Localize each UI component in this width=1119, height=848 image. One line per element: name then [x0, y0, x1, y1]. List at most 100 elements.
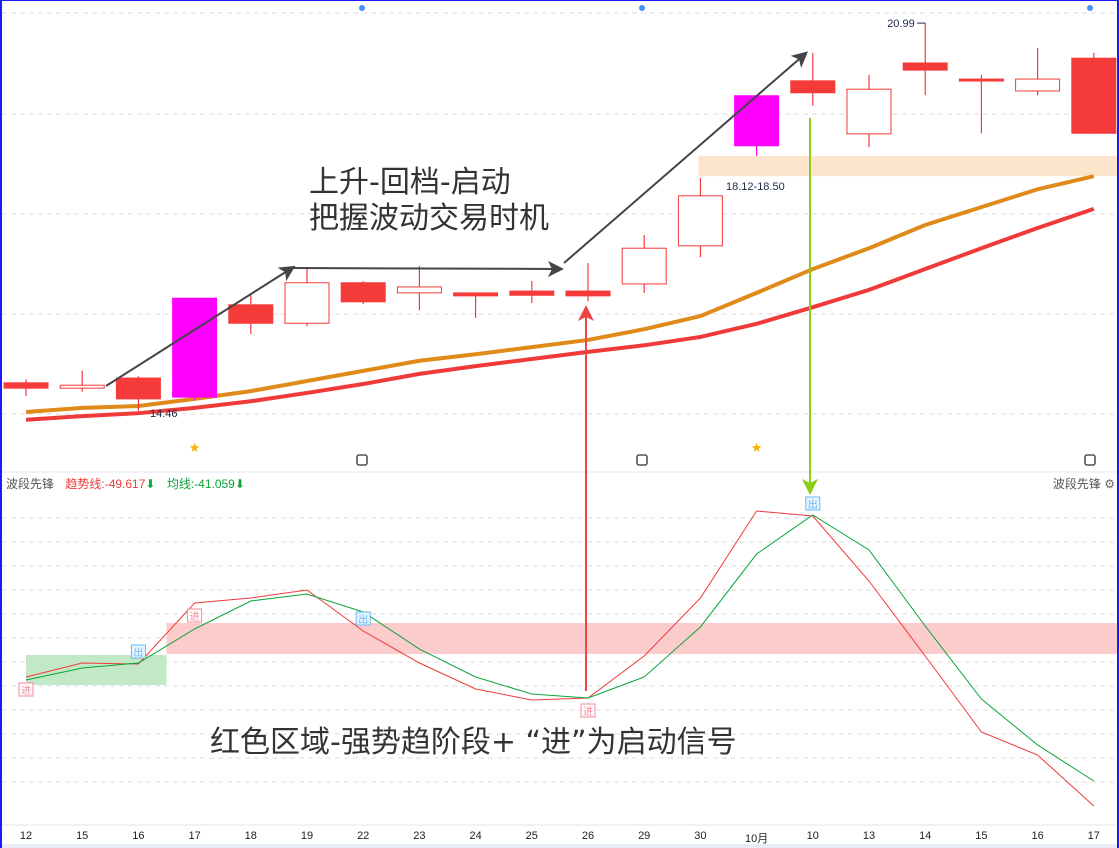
candle [1015, 48, 1061, 96]
x-tick-label: 12 [19, 830, 33, 842]
x-tick-label: 16 [132, 830, 145, 842]
candle-body [565, 290, 611, 297]
candle-body [284, 282, 330, 324]
candle [902, 23, 948, 96]
marker-dot-icon [639, 5, 645, 11]
candle [958, 74, 1004, 134]
x-tick-label: 10 [806, 830, 819, 842]
x-tick-label: 15 [76, 830, 89, 842]
candle-body [453, 292, 499, 297]
candle-body [902, 62, 948, 71]
candle [734, 95, 780, 156]
x-tick-label: 30 [694, 830, 707, 842]
candle-body [1071, 57, 1117, 134]
indicator-line [25, 514, 1095, 782]
moving-average-line [25, 207, 1095, 422]
indicator-name-right: 波段先锋 [1052, 477, 1101, 491]
x-tick-label: 25 [525, 830, 538, 842]
trend-arrow [105, 265, 296, 387]
candle [228, 294, 274, 334]
buy-signal: 进 [18, 682, 34, 697]
sell-signal: 出 [355, 611, 371, 626]
candle-body [790, 80, 836, 94]
zone-price-label: 18.12-18.50 [726, 181, 785, 193]
star-icon: ★ [189, 440, 201, 455]
candle [59, 370, 105, 392]
star-icon: ★ [751, 440, 763, 455]
arrow-down-icon: ⬇ [234, 477, 245, 491]
candle [1071, 52, 1117, 134]
sell-signal: 出 [805, 496, 821, 511]
candle [565, 263, 611, 302]
candle [621, 235, 667, 293]
signal-box [805, 496, 821, 511]
candle-body [3, 382, 49, 389]
arrow-down-icon: ⬇ [145, 477, 156, 491]
bottom-scroll-strip[interactable] [2, 844, 1117, 848]
candle-body [396, 286, 442, 294]
candle-body [1015, 78, 1061, 92]
candle [790, 52, 836, 106]
buy-signal: 进 [187, 608, 203, 623]
candle [846, 74, 892, 147]
candle-body [621, 247, 667, 285]
marker-dot-icon [1087, 5, 1093, 11]
trend-line-value: 趋势线:-49.617 [65, 477, 146, 491]
x-tick-label: 26 [581, 830, 595, 842]
candle [172, 297, 218, 401]
annotation-title: 上升-回档-启动 把握波动交易时机 [309, 165, 549, 237]
indicator-name: 波段先锋 [6, 477, 55, 491]
signal-box [187, 608, 203, 623]
x-tick-label: 17 [188, 830, 201, 842]
low-price-label: 14.46 [150, 408, 178, 420]
sell-signal: 出 [130, 644, 146, 659]
signal-text: 进 [190, 611, 200, 623]
buy-signal: 进 [580, 703, 596, 718]
indicator-header: 波段先锋 趋势线:-49.617⬇ 均线:-41.059⬇ [6, 475, 245, 492]
candle [396, 266, 442, 311]
indicator-settings[interactable]: 波段先锋 ⚙ [1053, 475, 1115, 492]
signal-box [18, 682, 34, 697]
candle [340, 280, 386, 305]
candle [3, 379, 49, 396]
x-tick-label: 22 [357, 830, 370, 842]
x-tick-label: 24 [469, 830, 482, 842]
candle-body [677, 195, 723, 247]
x-tick-label: 14 [919, 830, 932, 842]
signal-text: 进 [21, 685, 31, 697]
signal-text: 进 [583, 706, 593, 718]
candle-body [172, 297, 218, 398]
signal-box [580, 703, 596, 718]
candle-body [958, 78, 1004, 82]
x-tick-label: 23 [413, 830, 426, 842]
x-tick-label: 15 [975, 830, 988, 842]
indicator-line [25, 510, 1095, 807]
signal-text: 出 [808, 498, 818, 511]
x-tick-label: 13 [862, 830, 876, 842]
x-tick-label: 10月 [744, 833, 769, 845]
gear-icon[interactable]: ⚙ [1104, 477, 1115, 491]
indicator-zone [26, 655, 167, 686]
x-tick-label: 17 [1087, 830, 1100, 842]
candle-body [846, 88, 892, 135]
annotation-bottom: 红色区域-强势趋阶段+ “进”为启动信号 [210, 725, 737, 760]
marker-dot-icon [359, 5, 365, 11]
signal-box [130, 644, 146, 659]
signal-text: 出 [358, 613, 368, 626]
candle-body [734, 95, 780, 147]
candle [453, 292, 499, 318]
trend-arrow [563, 51, 809, 264]
support-zone [698, 155, 1117, 177]
x-tick-label: 29 [638, 830, 651, 842]
high-price-label: 20.99 [887, 18, 915, 30]
candle-body [228, 304, 274, 324]
candle [284, 267, 330, 327]
calendar-icon [1084, 454, 1096, 466]
signal-box [355, 611, 371, 626]
x-tick-label: 18 [244, 830, 257, 842]
ma-line-value: 均线:-41.059 [166, 477, 235, 491]
annotation-line1: 上升-回档-启动 [309, 165, 511, 200]
trend-arrow [291, 260, 564, 277]
calendar-icon [356, 454, 368, 466]
